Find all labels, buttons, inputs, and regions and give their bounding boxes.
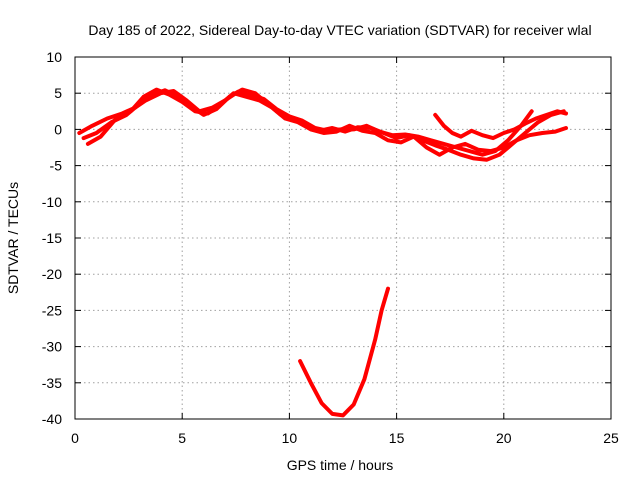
- y-tick-label: 10: [46, 49, 62, 65]
- x-axis-label: GPS time / hours: [287, 457, 394, 473]
- x-tick-label: 20: [496, 430, 512, 446]
- x-tick-labels: 0 5 10 15 20 25: [71, 430, 619, 446]
- series-track-3: [85, 87, 568, 157]
- y-axis-label: SDTVAR / TECUs: [5, 182, 21, 294]
- chart-title: Day 185 of 2022, Sidereal Day-to-day VTE…: [88, 22, 591, 38]
- y-tick-label: -5: [50, 158, 63, 174]
- y-tick-label: -25: [42, 302, 62, 318]
- y-tick-label: -10: [42, 194, 62, 210]
- y-tick-label: -40: [42, 411, 62, 427]
- y-tick-label: -35: [42, 375, 62, 391]
- series-track-4: [433, 109, 568, 141]
- y-tick-labels: 10 5 0 -5 -10 -15 -20 -25 -30 -35 -40: [42, 49, 62, 427]
- y-tick-label: 0: [54, 121, 62, 137]
- grid-lines: [75, 57, 611, 419]
- x-tick-label: 25: [603, 430, 619, 446]
- x-tick-label: 15: [389, 430, 405, 446]
- series-track-2: [81, 87, 566, 162]
- y-tick-label: -30: [42, 339, 62, 355]
- series-layer: [77, 87, 568, 418]
- x-tick-label: 5: [178, 430, 186, 446]
- y-tick-label: -20: [42, 266, 62, 282]
- series-track-5: [298, 286, 390, 418]
- y-tick-label: 5: [54, 85, 62, 101]
- y-tick-label: -15: [42, 230, 62, 246]
- plot-frame: [74, 56, 612, 420]
- x-tick-label: 10: [282, 430, 298, 446]
- x-tick-label: 0: [71, 430, 79, 446]
